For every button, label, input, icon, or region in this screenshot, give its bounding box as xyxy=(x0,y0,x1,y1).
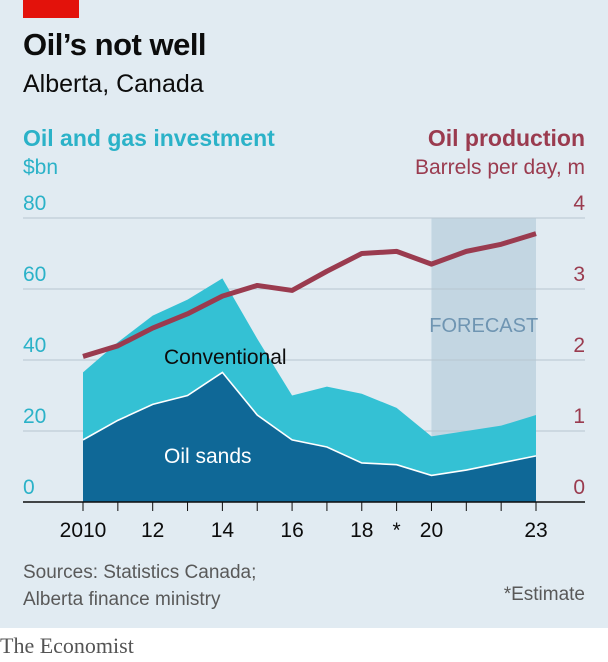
estimate-note: *Estimate xyxy=(503,584,585,605)
left-y-tick-label: 80 xyxy=(23,192,46,215)
x-tick-label: 14 xyxy=(211,519,235,542)
right-axis-unit: Barrels per day, m xyxy=(415,156,585,179)
forecast-label: FORECAST xyxy=(429,315,538,337)
x-tick-label: 2010 xyxy=(60,519,107,542)
x-tick-label: 18 xyxy=(350,519,373,542)
x-tick-label: * xyxy=(393,519,401,542)
left-y-tick-label: 60 xyxy=(23,263,46,286)
x-tick-label: 20 xyxy=(420,519,443,542)
conventional-area xyxy=(83,278,536,476)
right-y-tick-label: 4 xyxy=(573,192,585,215)
source-note: Sources: Statistics Canada; Alberta fina… xyxy=(23,559,323,613)
left-y-tick-label: 0 xyxy=(23,476,35,499)
source-line-2: Alberta finance ministry xyxy=(23,589,221,610)
right-y-tick-label: 2 xyxy=(573,334,585,357)
chart-plot: 2010 12 14 16 18 * 20 2302040608001234Conventio… xyxy=(23,192,585,542)
left-axis-title: Oil and gas investment xyxy=(23,125,275,151)
chart-subtitle: Alberta, Canada xyxy=(23,70,204,98)
brand-wordmark: The Economist xyxy=(0,633,134,658)
right-y-tick-label: 1 xyxy=(573,405,585,428)
right-y-tick-label: 3 xyxy=(573,263,585,286)
left-axis-unit: $bn xyxy=(23,156,59,179)
x-tick-label: 16 xyxy=(280,519,303,542)
right-y-tick-label: 0 xyxy=(573,476,585,499)
oil-sands-label: Oil sands xyxy=(164,445,252,468)
source-line-1: Sources: Statistics Canada; xyxy=(23,562,257,583)
footer-band xyxy=(0,628,608,662)
x-tick-label: 23 xyxy=(524,519,547,542)
right-axis-title: Oil production xyxy=(427,125,585,151)
left-y-tick-label: 40 xyxy=(23,334,46,357)
oil-sands-area xyxy=(83,372,536,502)
x-tick-label: 12 xyxy=(141,519,164,542)
left-y-tick-label: 20 xyxy=(23,405,46,428)
oil-production-line xyxy=(82,231,537,359)
brand-red-tag xyxy=(23,0,79,18)
conventional-label: Conventional xyxy=(164,346,287,369)
oil-sands-boundary xyxy=(82,371,537,477)
chart-title: Oil’s not well xyxy=(23,27,207,62)
